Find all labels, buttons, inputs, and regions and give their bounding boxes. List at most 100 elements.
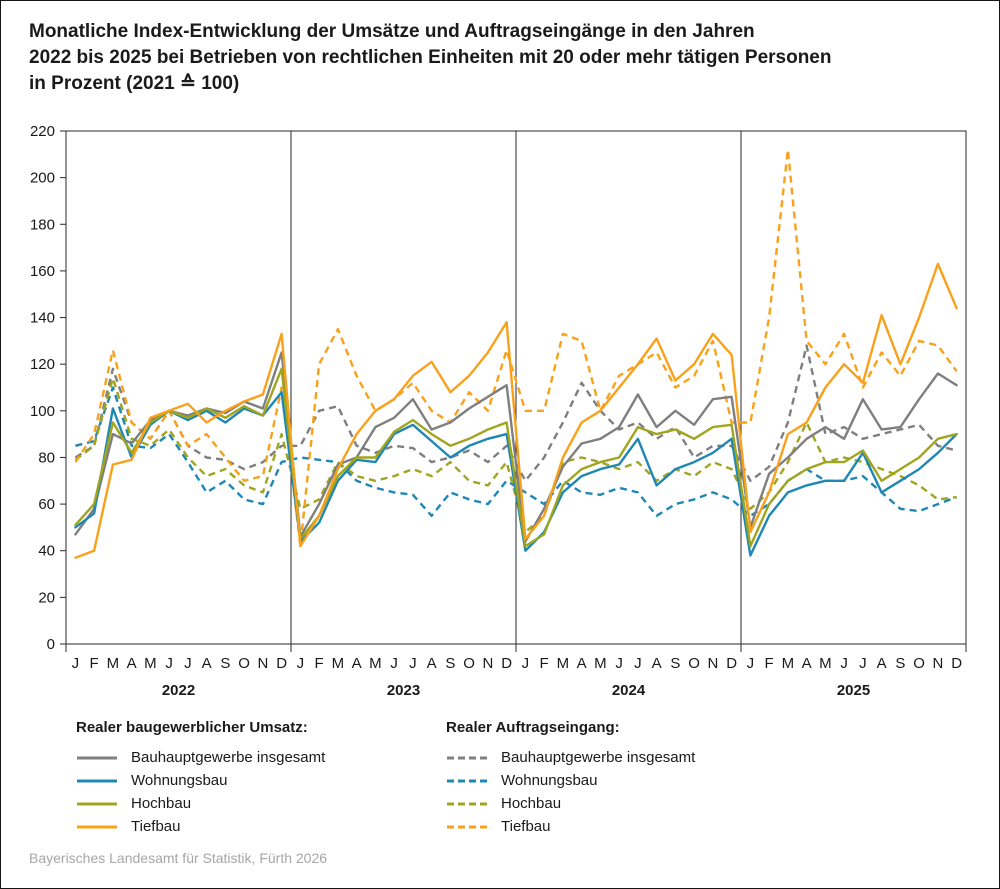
legend-item-auftragseingang-hochbau: Hochbau [446, 792, 826, 815]
y-tick-label: 60 [38, 496, 55, 513]
month-label: S [445, 655, 455, 672]
month-label: M [107, 655, 120, 672]
month-label: O [913, 655, 925, 672]
month-label: S [220, 655, 230, 672]
month-label: J [409, 655, 417, 672]
legend-header-umsatz: Realer baugewerblicher Umsatz: [76, 719, 308, 736]
month-label: A [202, 655, 212, 672]
legend-item-auftragseingang-wohnungsbau: Wohnungsbau [446, 769, 826, 792]
month-label: A [652, 655, 662, 672]
month-label: M [332, 655, 345, 672]
month-label: D [951, 655, 962, 672]
y-tick-label: 20 [38, 589, 55, 606]
month-label: A [352, 655, 362, 672]
y-tick-label: 180 [30, 216, 55, 233]
series-line-umsatz-hochbau [74, 367, 958, 548]
legend-item-label: Hochbau [501, 795, 562, 812]
year-label: 2024 [612, 682, 646, 699]
series-line-auftragseingang-hochbau [74, 377, 957, 534]
chart-title-line3: in Prozent (2021 ≙ 100) [29, 73, 240, 94]
chart-title-line1: Monatliche Index-Entwicklung der Umsätze… [29, 21, 755, 42]
month-label: N [257, 655, 268, 672]
chart-title-line2: 2022 bis 2025 bei Betrieben von rechtlic… [29, 47, 832, 68]
month-label: J [522, 655, 530, 672]
month-label: D [726, 655, 737, 672]
month-label: O [688, 655, 700, 672]
month-label: J [184, 655, 192, 672]
month-label: J [390, 655, 398, 672]
y-tick-label: 140 [30, 310, 55, 327]
legend-column-auftragseingang: Realer Auftragseingang: Bauhauptgewerbe … [446, 719, 826, 838]
series-line-umsatz-wohnungsbau [74, 391, 958, 557]
month-label: N [707, 655, 718, 672]
month-label: O [238, 655, 250, 672]
month-label: J [72, 655, 80, 672]
y-tick-label: 220 [30, 123, 55, 140]
month-label: M [144, 655, 157, 672]
month-label: A [577, 655, 587, 672]
series-line-auftragseingang-wohnungsbau [75, 386, 958, 517]
month-label: J [859, 655, 867, 672]
dashed-line-swatch-icon [447, 825, 487, 828]
y-tick-label: 200 [30, 170, 55, 187]
series-line-auftragseingang-tiefbau [74, 148, 958, 548]
legend-header-auftragseingang: Realer Auftragseingang: [446, 719, 620, 736]
chart-title: Monatliche Index-Entwicklung der Umsätze… [29, 19, 831, 97]
month-label: N [482, 655, 493, 672]
y-tick-label: 100 [30, 403, 55, 420]
legend-item-umsatz-hochbau: Hochbau [76, 792, 446, 815]
month-label: M [819, 655, 832, 672]
month-label: S [670, 655, 680, 672]
year-label: 2023 [387, 682, 420, 699]
month-label: F [540, 655, 549, 672]
month-label: A [802, 655, 812, 672]
legend-item-auftragseingang-tiefbau: Tiefbau [446, 815, 826, 838]
legend-item-auftragseingang-insgesamt: Bauhauptgewerbe insgesamt [446, 746, 826, 769]
month-label: N [932, 655, 943, 672]
legend: Realer baugewerblicher Umsatz: Bauhauptg… [76, 719, 826, 838]
month-label: M [557, 655, 570, 672]
solid-line-swatch-icon [77, 779, 117, 782]
month-label: F [315, 655, 324, 672]
month-label: F [765, 655, 774, 672]
legend-items-auftragseingang: Bauhauptgewerbe insgesamt Wohnungsbau Hoch… [446, 746, 826, 838]
month-label: J [840, 655, 848, 672]
dashed-line-swatch-icon [447, 802, 487, 805]
month-label: M [594, 655, 607, 672]
month-label: J [165, 655, 173, 672]
source-note: Bayerisches Landesamt für Statistik, Für… [29, 850, 328, 866]
legend-item-label: Tiefbau [501, 818, 551, 835]
y-tick-label: 0 [47, 636, 55, 653]
month-label: S [895, 655, 905, 672]
legend-item-label: Wohnungsbau [131, 772, 228, 789]
month-label: A [427, 655, 437, 672]
legend-item-label: Bauhauptgewerbe insgesamt [131, 749, 326, 766]
legend-item-label: Wohnungsbau [501, 772, 598, 789]
solid-line-swatch-icon [77, 825, 117, 828]
solid-line-swatch-icon [77, 802, 117, 805]
year-label: 2022 [162, 682, 195, 699]
legend-items-umsatz: Bauhauptgewerbe insgesamt Wohnungsbau Hoch… [76, 746, 446, 838]
month-label: J [297, 655, 305, 672]
legend-item-label: Tiefbau [131, 818, 181, 835]
month-label: J [747, 655, 755, 672]
month-label: D [501, 655, 512, 672]
legend-item-label: Bauhauptgewerbe insgesamt [501, 749, 696, 766]
month-label: J [615, 655, 623, 672]
legend-item-umsatz-wohnungsbau: Wohnungsbau [76, 769, 446, 792]
y-tick-label: 120 [30, 356, 55, 373]
month-label: F [90, 655, 99, 672]
legend-item-label: Hochbau [131, 795, 192, 812]
legend-item-umsatz-insgesamt: Bauhauptgewerbe insgesamt [76, 746, 446, 769]
dashed-line-swatch-icon [447, 779, 487, 782]
month-label: M [369, 655, 382, 672]
month-label: J [634, 655, 642, 672]
y-tick-label: 80 [38, 449, 55, 466]
legend-column-umsatz: Realer baugewerblicher Umsatz: Bauhauptg… [76, 719, 446, 838]
dashed-line-swatch-icon [447, 756, 487, 759]
month-label: M [782, 655, 795, 672]
y-tick-label: 40 [38, 543, 55, 560]
solid-line-swatch-icon [77, 756, 117, 759]
month-label: D [276, 655, 287, 672]
